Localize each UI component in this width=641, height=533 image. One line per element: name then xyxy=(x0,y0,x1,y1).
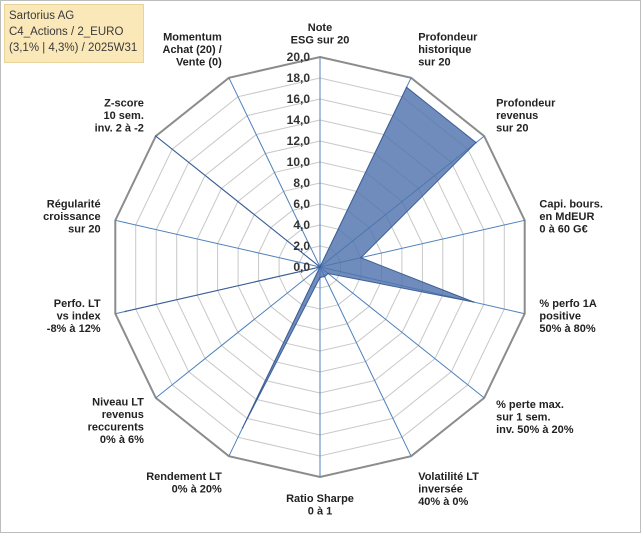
axis-label: Z-score 10 sem. inv. 2 à -2 xyxy=(95,97,144,134)
series-area xyxy=(125,86,477,429)
data-point xyxy=(405,86,408,89)
tick-label: 14,0 xyxy=(287,113,311,127)
data-point xyxy=(319,276,321,279)
axis-label: Momentum Achat (20) / Vente (0) xyxy=(163,32,223,69)
axis-label: Régularité croissance sur 20 xyxy=(43,198,100,235)
tick-label: 16,0 xyxy=(287,92,311,106)
data-point xyxy=(475,141,477,144)
axis-labels: Note ESG sur 20 Profondeur historique sur 20… xyxy=(43,22,603,518)
radar-series xyxy=(124,86,477,429)
axis-spoke xyxy=(155,266,321,399)
tick-label: 8,0 xyxy=(293,176,310,190)
axis-label: Volatilité LT inversée 40% à 0% xyxy=(418,471,479,508)
data-point xyxy=(360,256,362,259)
tick-label: 20,0 xyxy=(287,50,311,64)
title-period: (3,1% | 4,3%) / 2025W31 xyxy=(9,42,138,54)
axis-label: Profondeur revenus sur 20 xyxy=(496,97,556,134)
axis-label: Perfo. LT vs index -8% à 12% xyxy=(47,298,102,335)
axis-spoke xyxy=(228,77,321,268)
tick-label: 4,0 xyxy=(293,218,310,232)
axis-label: Profondeur historique sur 20 xyxy=(418,32,478,69)
title-category: C4_Actions / 2_EURO xyxy=(9,26,124,38)
axis-label: Capi. bours. en MdEUR 0 à 60 G€ xyxy=(539,198,603,235)
tick-label: 12,0 xyxy=(287,134,311,148)
axis-spoke xyxy=(115,219,321,268)
radial-tick-labels: 0,0 2,0 4,0 6,0 8,0 10,0 12,0 14,0 16,0 18,0 20,0 xyxy=(287,50,311,274)
data-point xyxy=(241,427,244,429)
tick-label: 10,0 xyxy=(287,155,311,169)
tick-label: 6,0 xyxy=(293,197,310,211)
data-point xyxy=(472,301,475,303)
axis-label: % perfo 1A positive 50% à 80% xyxy=(539,298,597,335)
axis-spoke xyxy=(319,266,485,399)
data-point xyxy=(155,135,157,137)
data-point xyxy=(319,266,321,268)
data-point xyxy=(327,272,330,275)
axis-label: % perte max. sur 1 sem. inv. 50% à 20% xyxy=(496,399,574,436)
axis-spoke xyxy=(319,266,412,457)
axis-label: Rendement LT 0% à 20% xyxy=(146,471,222,496)
data-point xyxy=(124,310,127,313)
title-company: Sartorius AG xyxy=(9,10,75,22)
axis-label: Niveau LT revenus reccurents 0% à 6% xyxy=(88,397,145,447)
axis-label: Note ESG sur 20 xyxy=(291,22,350,47)
data-point xyxy=(323,275,326,278)
tick-label: 18,0 xyxy=(287,71,311,85)
chart-title-box: Sartorius AG C4_Actions / 2_EURO (3,1% |… xyxy=(4,4,144,63)
tick-label: 0,0 xyxy=(293,260,310,274)
tick-label: 2,0 xyxy=(293,239,310,253)
axis-label: Ratio Sharpe 0 à 1 xyxy=(286,493,354,518)
